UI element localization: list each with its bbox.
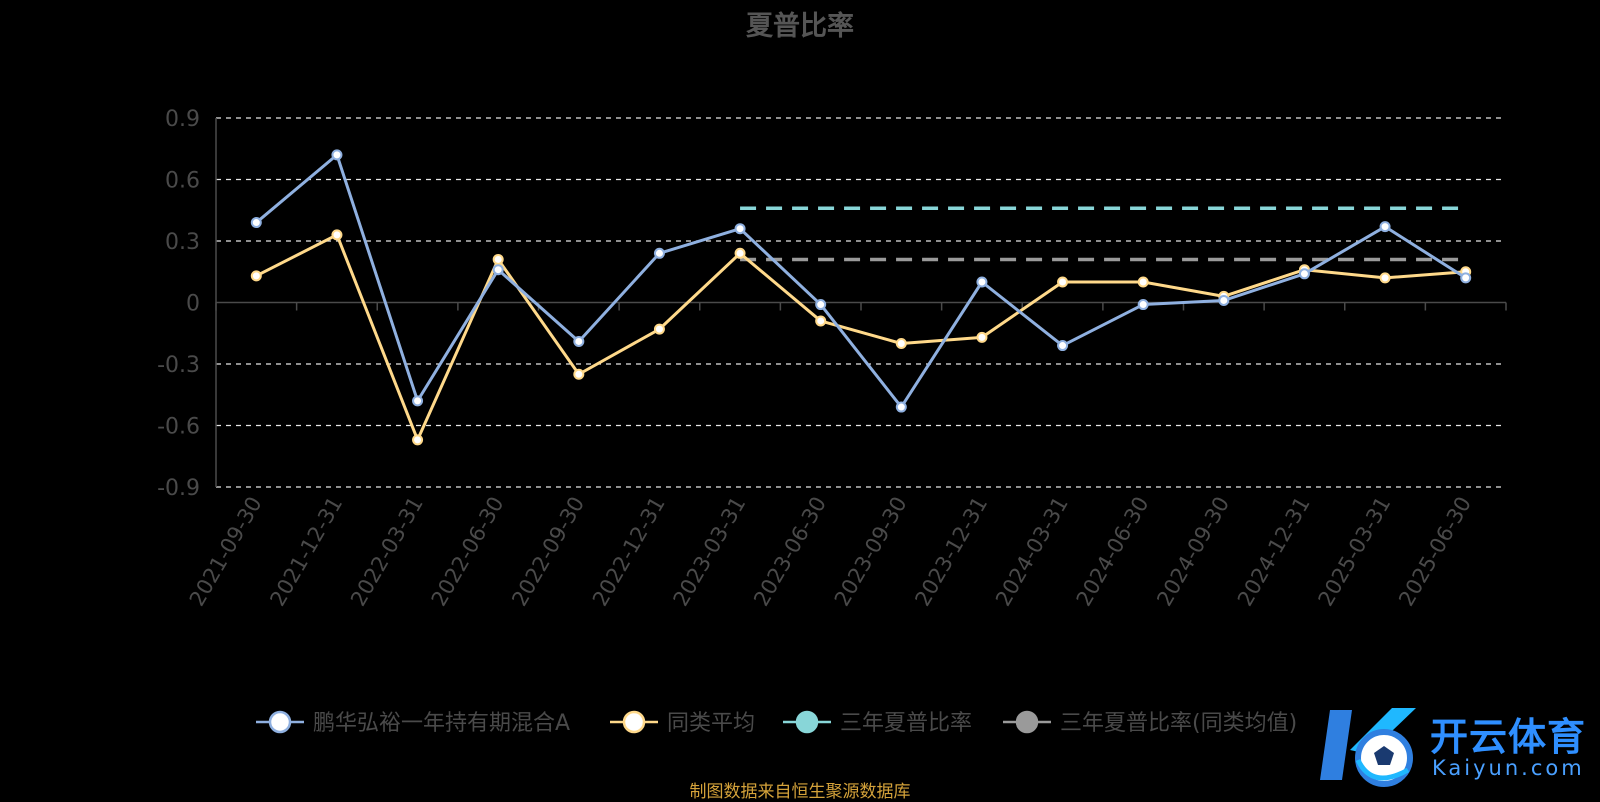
- data-point-fund: [815, 299, 827, 311]
- data-point-peer-average: [1379, 272, 1391, 284]
- data-point-fund: [1379, 221, 1391, 233]
- data-point-fund: [1137, 299, 1149, 311]
- data-point-fund: [1298, 268, 1310, 280]
- data-source-note: 制图数据来自恒生聚源数据库: [689, 782, 911, 802]
- data-point-peer-average: [331, 229, 343, 241]
- data-point-fund: [250, 217, 262, 229]
- x-tick-label: 2023-09-30: [830, 493, 912, 611]
- legend-marker: [622, 710, 646, 734]
- x-tick-label: 2023-03-31: [669, 493, 751, 611]
- x-tick-label: 2022-03-31: [346, 493, 428, 611]
- y-tick-label: 0.6: [165, 169, 200, 194]
- data-point-peer-average: [895, 338, 907, 349]
- data-point-fund: [895, 401, 907, 413]
- legend-marker: [1015, 710, 1039, 734]
- x-tick-label: 2023-06-30: [749, 493, 831, 611]
- x-tick-label: 2021-12-31: [265, 493, 347, 611]
- data-point-fund: [1057, 340, 1069, 352]
- kaiyun-watermark: 开云体育 Kaiyun.com: [1312, 700, 1600, 796]
- legend-marker: [268, 710, 292, 734]
- kaiyun-logo-icon: [1320, 708, 1416, 787]
- watermark-name: 开云体育: [1430, 715, 1587, 759]
- legend-label: 三年夏普比率(同类均值): [1060, 711, 1297, 736]
- legend-label: 同类平均: [667, 711, 755, 736]
- x-tick-label: 2024-09-30: [1152, 493, 1234, 611]
- data-point-peer-average: [653, 323, 665, 335]
- data-point-fund: [492, 264, 504, 276]
- data-point-peer-average: [573, 368, 585, 380]
- x-tick-label: 2022-12-31: [588, 493, 670, 611]
- data-point-fund: [1460, 272, 1472, 284]
- x-tick-label: 2022-09-30: [507, 493, 589, 611]
- data-point-peer-average: [976, 331, 988, 343]
- legend-item: 鹏华弘裕一年持有期混合A: [256, 710, 570, 736]
- legend-label: 三年夏普比率: [840, 711, 972, 736]
- series-line-fund: [255, 153, 1467, 409]
- data-point-peer-average: [412, 434, 424, 446]
- x-tick-label: 2025-06-30: [1394, 493, 1476, 611]
- legend-item: 同类平均: [610, 710, 755, 736]
- data-point-fund: [976, 276, 988, 288]
- y-tick-label: 0.3: [165, 230, 200, 255]
- x-tick-label: 2024-12-31: [1233, 493, 1315, 611]
- series-line-peer-average: [255, 233, 1466, 442]
- data-point-fund: [331, 149, 343, 161]
- watermark-domain: Kaiyun.com: [1432, 756, 1585, 780]
- data-point-peer-average: [815, 315, 827, 327]
- data-point-fund: [573, 335, 585, 347]
- data-point-peer-average: [250, 270, 262, 282]
- y-tick-label: 0: [186, 292, 200, 317]
- x-tick-label: 2025-03-31: [1314, 493, 1396, 611]
- legend-item: 三年夏普比率: [783, 710, 972, 736]
- data-point-peer-average: [734, 247, 746, 259]
- y-tick-label: -0.3: [157, 353, 200, 378]
- data-point-fund: [412, 395, 424, 407]
- x-tick-label: 2024-06-30: [1072, 493, 1154, 611]
- y-tick-label: 0.9: [165, 107, 200, 132]
- data-point-peer-average: [1137, 276, 1149, 288]
- x-tick-label: 2024-03-31: [991, 493, 1073, 611]
- data-point-peer-average: [492, 253, 504, 265]
- data-point-fund: [653, 247, 665, 259]
- y-tick-label: -0.9: [157, 476, 200, 501]
- x-tick-label: 2023-12-31: [910, 493, 992, 611]
- legend-marker: [795, 710, 819, 734]
- legend-label: 鹏华弘裕一年持有期混合A: [313, 711, 570, 736]
- data-point-fund: [734, 223, 746, 235]
- data-point-fund: [1218, 294, 1230, 306]
- data-point-peer-average: [1057, 276, 1069, 288]
- y-tick-label: -0.6: [157, 415, 200, 440]
- legend-item: 三年夏普比率(同类均值): [1003, 710, 1297, 736]
- x-tick-label: 2021-09-30: [185, 493, 267, 611]
- chart-title: 夏普比率: [746, 11, 854, 42]
- x-tick-label: 2022-06-30: [427, 493, 509, 611]
